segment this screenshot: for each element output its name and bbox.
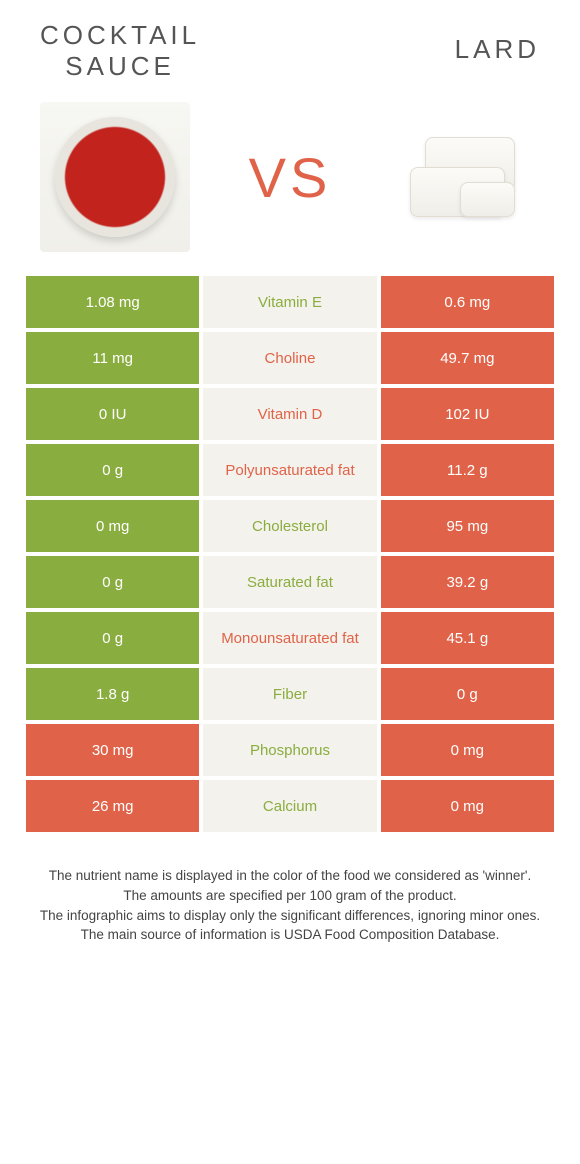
left-value: 26 mg <box>24 778 201 834</box>
lard-image <box>390 102 540 252</box>
left-value: 30 mg <box>24 722 201 778</box>
left-value: 1.08 mg <box>24 274 201 330</box>
right-value: 45.1 g <box>379 610 556 666</box>
right-value: 49.7 mg <box>379 330 556 386</box>
nutrient-name: Saturated fat <box>201 554 378 610</box>
right-value: 39.2 g <box>379 554 556 610</box>
nutrient-name: Calcium <box>201 778 378 834</box>
footnotes: The nutrient name is displayed in the co… <box>0 836 580 984</box>
footnote-line: The infographic aims to display only the… <box>30 906 550 926</box>
right-value: 11.2 g <box>379 442 556 498</box>
table-row: 1.8 gFiber0 g <box>24 666 556 722</box>
left-value: 0 IU <box>24 386 201 442</box>
nutrient-name: Fiber <box>201 666 378 722</box>
right-food-title: LARD <box>455 20 540 82</box>
table-row: 26 mgCalcium0 mg <box>24 778 556 834</box>
nutrient-name: Cholesterol <box>201 498 378 554</box>
nutrient-name: Phosphorus <box>201 722 378 778</box>
footnote-line: The amounts are specified per 100 gram o… <box>30 886 550 906</box>
nutrient-name: Vitamin D <box>201 386 378 442</box>
left-value: 0 g <box>24 442 201 498</box>
footnote-line: The nutrient name is displayed in the co… <box>30 866 550 886</box>
cocktail-sauce-image <box>40 102 190 252</box>
nutrient-name: Vitamin E <box>201 274 378 330</box>
table-row: 1.08 mgVitamin E0.6 mg <box>24 274 556 330</box>
table-row: 0 mgCholesterol95 mg <box>24 498 556 554</box>
right-value: 0.6 mg <box>379 274 556 330</box>
right-value: 0 mg <box>379 722 556 778</box>
right-value: 0 g <box>379 666 556 722</box>
footnote-line: The main source of information is USDA F… <box>30 925 550 945</box>
right-value: 0 mg <box>379 778 556 834</box>
right-value: 95 mg <box>379 498 556 554</box>
left-value: 0 g <box>24 610 201 666</box>
table-row: 0 gPolyunsaturated fat11.2 g <box>24 442 556 498</box>
table-row: 0 IUVitamin D102 IU <box>24 386 556 442</box>
right-value: 102 IU <box>379 386 556 442</box>
nutrient-name: Monounsaturated fat <box>201 610 378 666</box>
left-value: 1.8 g <box>24 666 201 722</box>
images-row: VS <box>0 92 580 272</box>
table-row: 11 mgCholine49.7 mg <box>24 330 556 386</box>
left-value: 0 g <box>24 554 201 610</box>
table-row: 0 gSaturated fat39.2 g <box>24 554 556 610</box>
table-row: 0 gMonounsaturated fat45.1 g <box>24 610 556 666</box>
left-value: 11 mg <box>24 330 201 386</box>
nutrient-name: Choline <box>201 330 378 386</box>
left-value: 0 mg <box>24 498 201 554</box>
nutrient-name: Polyunsaturated fat <box>201 442 378 498</box>
left-food-title: COCKTAIL SAUCE <box>40 20 200 82</box>
header: COCKTAIL SAUCE LARD <box>0 0 580 92</box>
vs-label: VS <box>249 145 332 210</box>
table-row: 30 mgPhosphorus0 mg <box>24 722 556 778</box>
nutrient-table: 1.08 mgVitamin E0.6 mg11 mgCholine49.7 m… <box>22 272 558 836</box>
